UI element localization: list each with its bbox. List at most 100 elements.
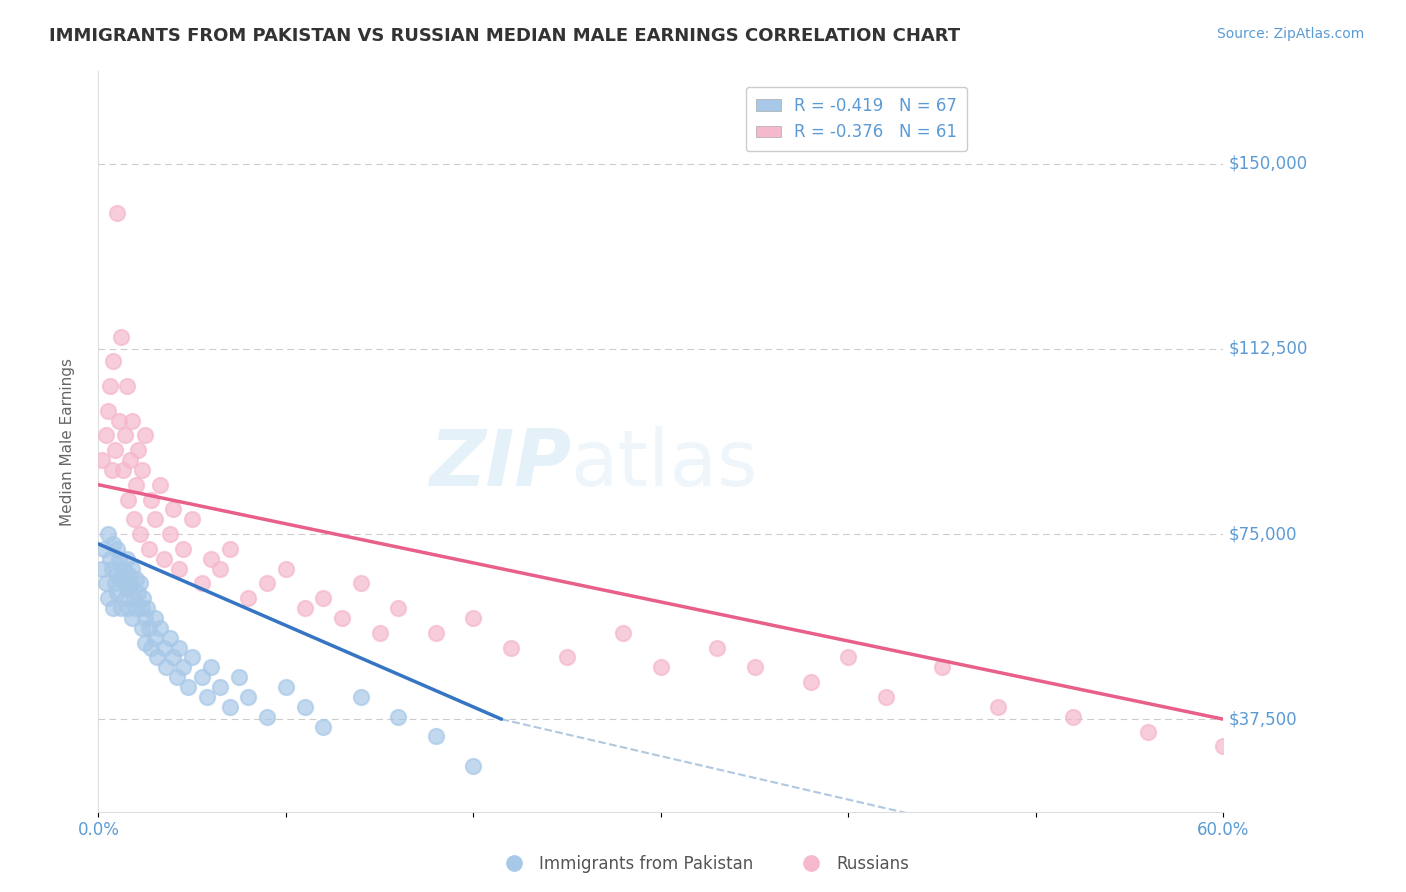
- Point: [555, 650, 578, 665]
- Point: [650, 660, 672, 674]
- Point: [131, 601, 153, 615]
- Point: [125, 477, 148, 491]
- Point: [121, 561, 143, 575]
- Point: [143, 512, 166, 526]
- Point: [110, 601, 132, 615]
- Legend: R = -0.419   N = 67, R = -0.376   N = 61: R = -0.419 N = 67, R = -0.376 N = 61: [747, 87, 967, 152]
- Point: [108, 413, 131, 427]
- Point: [134, 635, 156, 649]
- Point: [104, 576, 127, 591]
- Point: [1212, 739, 1234, 754]
- Point: [103, 601, 125, 615]
- Point: [274, 561, 297, 575]
- Point: [114, 591, 136, 606]
- Point: [837, 650, 859, 665]
- Point: [134, 428, 156, 442]
- Point: [209, 680, 232, 694]
- Point: [111, 561, 134, 575]
- Point: [218, 699, 240, 714]
- Point: [425, 625, 447, 640]
- Point: [987, 699, 1010, 714]
- Point: [1062, 709, 1084, 723]
- Point: [612, 625, 634, 640]
- Point: [166, 670, 188, 684]
- Point: [177, 680, 200, 694]
- Point: [200, 660, 222, 674]
- Point: [499, 640, 522, 655]
- Point: [463, 759, 485, 773]
- Point: [136, 601, 159, 615]
- Point: [350, 690, 373, 704]
- Point: [155, 660, 177, 674]
- Point: [125, 601, 148, 615]
- Point: [195, 690, 218, 704]
- Point: [110, 329, 132, 343]
- Point: [238, 690, 260, 704]
- Point: [190, 576, 212, 591]
- Point: [1137, 724, 1160, 739]
- Point: [105, 541, 128, 556]
- Point: [94, 428, 117, 442]
- Point: [100, 463, 122, 477]
- Point: [368, 625, 391, 640]
- Point: [114, 576, 136, 591]
- Point: [131, 463, 153, 477]
- Point: [97, 403, 120, 417]
- Point: [181, 512, 204, 526]
- Point: [127, 586, 149, 600]
- Point: [256, 576, 278, 591]
- Text: $37,500: $37,500: [1229, 710, 1298, 728]
- Point: [128, 527, 150, 541]
- Point: [274, 680, 297, 694]
- Point: [121, 611, 143, 625]
- Point: [125, 572, 148, 586]
- Point: [105, 566, 128, 581]
- Point: [97, 591, 120, 606]
- Point: [131, 621, 153, 635]
- Point: [98, 551, 121, 566]
- Point: [153, 640, 176, 655]
- Point: [294, 699, 316, 714]
- Point: [172, 541, 194, 556]
- Point: [330, 611, 353, 625]
- Text: atlas: atlas: [571, 425, 758, 502]
- Point: [162, 502, 184, 516]
- Point: [117, 566, 139, 581]
- Point: [209, 561, 232, 575]
- Point: [875, 690, 897, 704]
- Point: [149, 477, 172, 491]
- Text: $112,500: $112,500: [1229, 340, 1308, 358]
- Point: [931, 660, 953, 674]
- Point: [97, 527, 120, 541]
- Point: [110, 572, 132, 586]
- Point: [114, 428, 136, 442]
- Point: [139, 640, 162, 655]
- Point: [159, 631, 181, 645]
- Point: [94, 576, 117, 591]
- Point: [117, 492, 139, 507]
- Point: [463, 611, 485, 625]
- Point: [134, 611, 156, 625]
- Point: [172, 660, 194, 674]
- Point: [111, 463, 134, 477]
- Point: [105, 586, 128, 600]
- Point: [128, 576, 150, 591]
- Point: [181, 650, 204, 665]
- Point: [122, 512, 145, 526]
- Point: [312, 720, 335, 734]
- Point: [115, 379, 138, 393]
- Text: $75,000: $75,000: [1229, 525, 1298, 543]
- Point: [200, 551, 222, 566]
- Point: [143, 631, 166, 645]
- Point: [108, 551, 131, 566]
- Point: [153, 551, 176, 566]
- Point: [91, 453, 114, 467]
- Point: [122, 591, 145, 606]
- Point: [120, 453, 142, 467]
- Point: [228, 670, 250, 684]
- Point: [117, 601, 139, 615]
- Text: ZIP: ZIP: [429, 425, 571, 502]
- Point: [93, 541, 115, 556]
- Point: [104, 443, 127, 458]
- Point: [127, 443, 149, 458]
